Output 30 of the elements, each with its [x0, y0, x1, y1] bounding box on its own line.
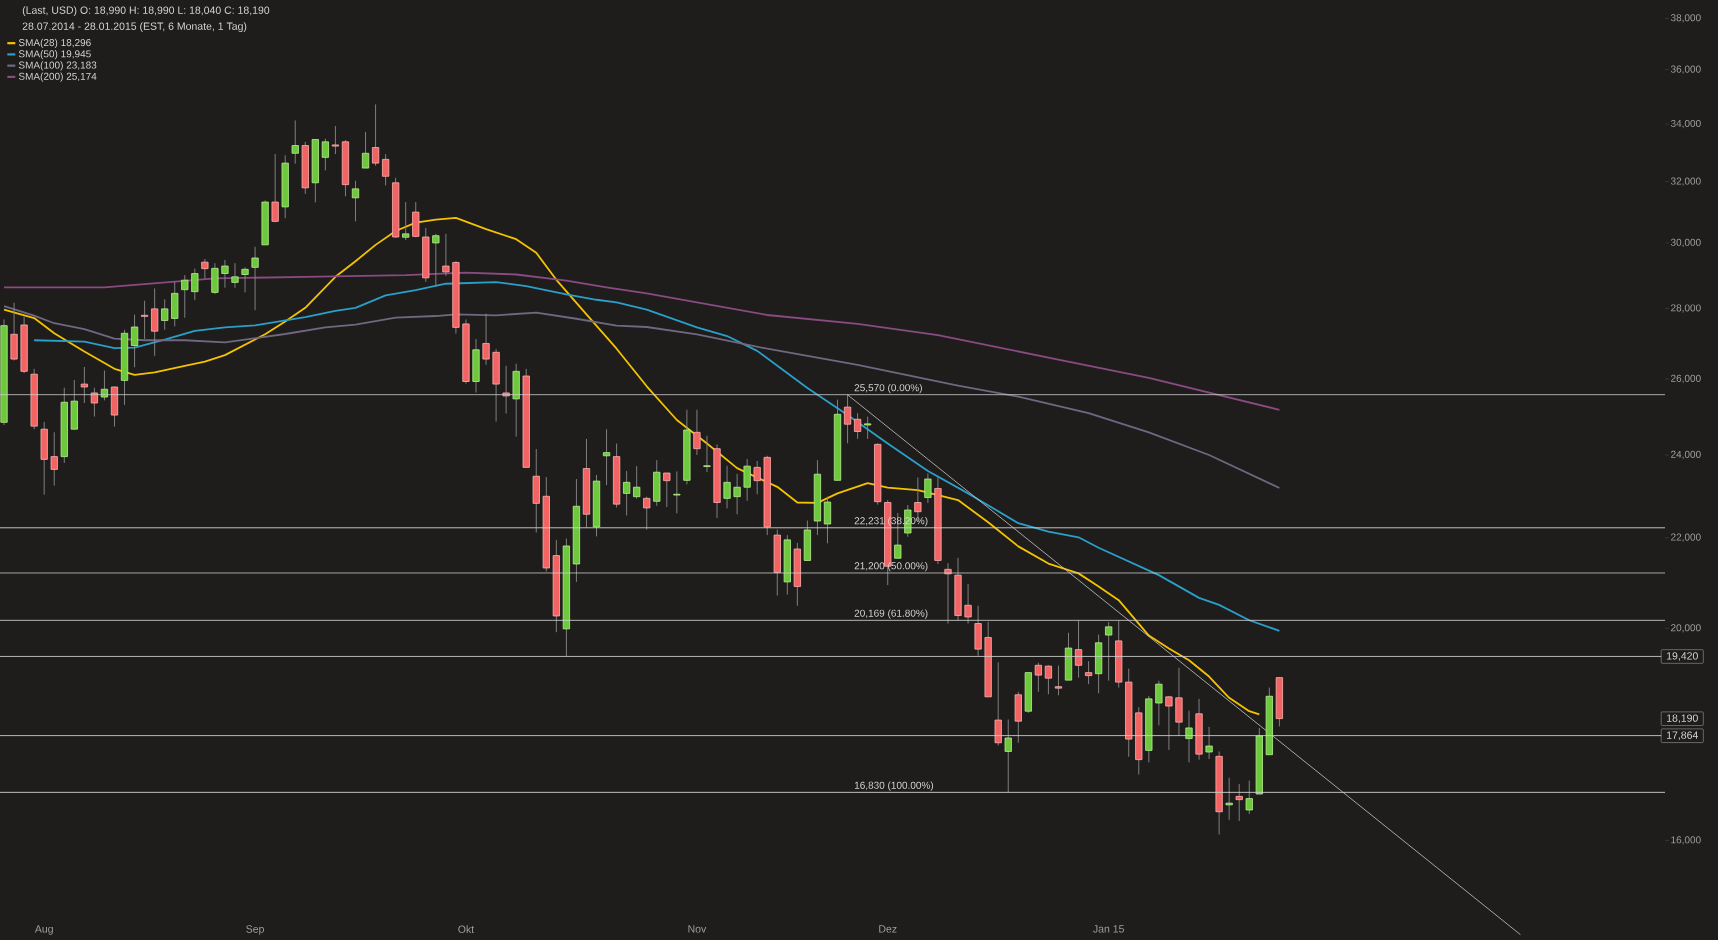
y-tick-label: 36,000: [1670, 65, 1701, 74]
text: (Last, USD) O: 18,990 H: 18,990 L: 18,040 C: 18,190: [22, 6, 270, 16]
ref-line-label: 20,169 (61.80%): [854, 609, 928, 619]
y-tick-label: 26,000: [1671, 374, 1701, 384]
ref-line-label: 21,200 (50.00%): [854, 562, 928, 572]
y-tick-label: 16,000: [1671, 836, 1701, 845]
annotation: 17,864: [1667, 731, 1698, 741]
ref-line-label: 25,570 (0.00%): [854, 383, 922, 394]
ref-line-label: 16,830 (100.00%): [854, 781, 934, 791]
y-tick-label: 30,000: [1670, 238, 1701, 248]
annotation: 18,190: [1667, 714, 1698, 724]
y-tick-label: 22,000: [1671, 533, 1701, 542]
legend-label: SMA(100) 23,183: [18, 61, 97, 71]
legend-label: SMA(50) 19,945: [18, 50, 91, 60]
y-tick-label: 28,000: [1671, 304, 1701, 313]
y-tick-label: 34,000: [1670, 119, 1701, 129]
annotation: 19,420: [1667, 652, 1698, 661]
x-tick-label: Jan 15: [1093, 925, 1124, 933]
legend-label: SMA(28) 18,296: [18, 38, 91, 49]
x-tick-label: Dez: [879, 925, 897, 933]
text: 28.07.2014 - 28.01.2015 (EST, 6 Monate, 1 Tag): [22, 22, 247, 32]
legend-label: SMA(200) 25,174: [18, 72, 97, 82]
x-tick-label: Aug: [34, 925, 53, 935]
y-tick-label: 24,000: [1671, 450, 1701, 460]
x-tick-label: Sep: [246, 925, 264, 935]
x-tick-label: Okt: [458, 925, 475, 934]
x-tick-label: Nov: [688, 925, 707, 933]
y-tick-label: 38,000: [1670, 14, 1701, 23]
y-tick-label: 20,000: [1671, 624, 1701, 633]
y-tick-label: 32,000: [1670, 177, 1701, 186]
